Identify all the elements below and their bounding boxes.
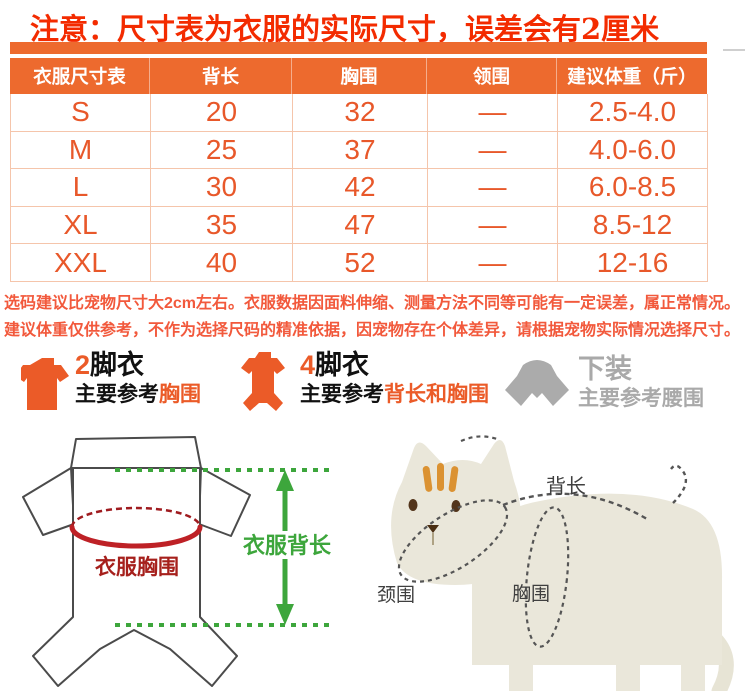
table-cell: — <box>428 131 558 170</box>
back-length-line <box>502 492 648 521</box>
table-row: XXL 40 52 — 12-16 <box>10 244 708 282</box>
cat-nose <box>427 525 439 533</box>
note-line-2: 建议体重仅供参考，不作为选择尺码的精准依据，因宠物存在个体差异，请根据宠物实际情… <box>4 322 741 339</box>
table-cell: — <box>428 169 558 207</box>
table-row: L 30 42 — 6.0-8.5 <box>10 169 708 207</box>
cat-head-stripes <box>422 463 459 492</box>
chest-girth-line <box>524 506 570 648</box>
table-cell: 4.0-6.0 <box>558 131 708 170</box>
table-cell: — <box>428 206 558 245</box>
table-cell: 32 <box>293 94 428 132</box>
table-cell: 20 <box>151 94 293 132</box>
legend-four-leg: 4脚衣 主要参考背长和胸围 <box>300 352 489 406</box>
tail-dash-hook <box>670 464 688 504</box>
cat-left-eye <box>408 499 418 511</box>
table-header-row: 衣服尺寸表 背长 胸围 领围 建议体重（斤） <box>10 58 707 94</box>
table-cell: 52 <box>293 244 428 282</box>
four-leg-garment-icon <box>241 352 285 411</box>
cat-neck-label: 颈围 <box>377 585 415 606</box>
garment-chest-label: 衣服胸围 <box>95 555 179 579</box>
cat-back-label: 背长 <box>546 475 586 498</box>
cat-measure-diagram: 背长 颈围 胸围 <box>377 435 734 691</box>
cat-chest-label: 胸围 <box>512 583 550 605</box>
two-leg-garment-icon <box>21 358 69 410</box>
page-title: 注意：尺寸表为衣服的实际尺寸，误差会有2厘米 <box>30 12 660 46</box>
header-chest: 胸围 <box>292 58 427 94</box>
table-row: M 25 37 — 4.0-6.0 <box>10 131 708 170</box>
legend-bottoms: 下装 主要参考腰围 <box>578 356 704 410</box>
table-cell: 37 <box>293 131 428 170</box>
arrow-down-icon <box>276 604 294 625</box>
garment-back-label: 衣服背长 <box>243 533 332 558</box>
table-cell: — <box>428 244 558 282</box>
table-cell: M <box>11 131 151 170</box>
table-cell: — <box>428 94 558 132</box>
table-cell: L <box>11 169 151 207</box>
table-cell: 2.5-4.0 <box>558 94 708 132</box>
table-cell: 8.5-12 <box>558 206 708 245</box>
header-weight: 建议体重（斤） <box>567 66 697 87</box>
table-row: S 20 32 — 2.5-4.0 <box>10 94 708 132</box>
bottoms-icon <box>505 360 569 406</box>
garment-body <box>32 467 238 687</box>
arrow-up-icon <box>276 470 294 491</box>
chest-line-back <box>70 506 202 528</box>
table-cell: XXL <box>11 244 151 282</box>
table-cell: 40 <box>151 244 293 282</box>
garment-measure-diagram: 衣服胸围 衣服背长 <box>22 436 334 687</box>
table-cell: 6.0-8.5 <box>558 169 708 207</box>
table-cell: 42 <box>293 169 428 207</box>
table-top-bar <box>10 42 707 54</box>
legend-four-leg-title: 4脚衣 <box>300 350 370 380</box>
table-cell: 47 <box>293 206 428 245</box>
garment-right-sleeve <box>198 467 251 537</box>
table-cell: 30 <box>151 169 293 207</box>
chest-line-front <box>69 524 203 549</box>
legend-bottoms-ref: 主要参考腰围 <box>578 387 704 410</box>
divider <box>723 49 745 51</box>
legend-bottoms-title: 下装 <box>578 354 632 384</box>
note-line-1: 选码建议比宠物尺寸大2cm左右。衣服数据因面料伸缩、测量方法不同等可能有一定误差… <box>4 295 741 312</box>
table-cell: 25 <box>151 131 293 170</box>
header-neck: 领围 <box>427 58 557 94</box>
table-row: XL 35 47 — 8.5-12 <box>10 206 708 245</box>
neck-girth-line <box>397 499 509 583</box>
legend-two-leg-title: 2脚衣 <box>75 350 145 380</box>
size-table: 衣服尺寸表 背长 胸围 领围 建议体重（斤） S 20 32 — 2.5-4.0… <box>10 42 708 282</box>
legend-two-leg-ref: 主要参考胸围 <box>75 383 201 406</box>
table-cell: 35 <box>151 206 293 245</box>
cat-head <box>391 439 522 585</box>
table-cell: S <box>11 94 151 132</box>
table-cell: 12-16 <box>558 244 708 282</box>
header-back: 背长 <box>150 58 292 94</box>
legend-two-leg: 2脚衣 主要参考胸围 <box>75 352 201 406</box>
header-size: 衣服尺寸表 <box>10 58 150 94</box>
garment-collar <box>70 436 202 469</box>
garment-left-sleeve <box>22 467 75 536</box>
legend-four-leg-ref: 主要参考背长和胸围 <box>300 383 489 406</box>
head-top-dashes <box>460 435 498 443</box>
table-cell: XL <box>11 206 151 245</box>
